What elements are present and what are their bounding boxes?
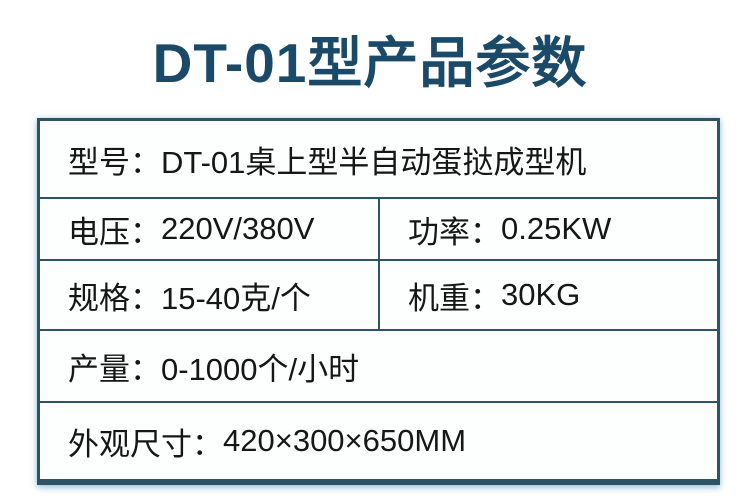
spec-value: 15-40克/个: [161, 280, 311, 316]
dimensions-label: 外观尺寸：: [68, 426, 223, 462]
output-label: 产量：: [68, 351, 161, 387]
table-row-dimensions: 外观尺寸： 420×300×650MM: [40, 401, 717, 479]
output-cell: 产量： 0-1000个/小时: [40, 331, 717, 401]
model-cell: 型号： DT-01桌上型半自动蛋挞成型机: [40, 121, 717, 197]
table-row-output: 产量： 0-1000个/小时: [40, 329, 717, 401]
voltage-label: 电压：: [68, 214, 161, 250]
power-value: 0.25KW: [501, 211, 612, 246]
weight-label: 机重：: [408, 280, 501, 316]
power-cell: 功率： 0.25KW: [378, 199, 717, 259]
output-value: 0-1000个/小时: [161, 351, 360, 387]
product-spec-table: 型号： DT-01桌上型半自动蛋挞成型机 电压： 220V/380V 功率： 0…: [37, 118, 720, 485]
table-row-spec-weight: 规格： 15-40克/个 机重： 30KG: [40, 259, 717, 329]
model-label: 型号：: [68, 144, 161, 180]
dimensions-value: 420×300×650MM: [223, 423, 467, 458]
spec-label: 规格：: [68, 280, 161, 316]
page-title: DT-01型产品参数: [152, 32, 588, 94]
weight-cell: 机重： 30KG: [378, 261, 717, 329]
model-value: DT-01桌上型半自动蛋挞成型机: [161, 144, 587, 180]
table-row-voltage-power: 电压： 220V/380V 功率： 0.25KW: [40, 197, 717, 259]
voltage-value: 220V/380V: [161, 211, 315, 246]
weight-value: 30KG: [501, 277, 581, 312]
voltage-cell: 电压： 220V/380V: [40, 199, 378, 259]
dimensions-cell: 外观尺寸： 420×300×650MM: [40, 403, 717, 479]
power-label: 功率：: [408, 214, 501, 250]
table-row-model: 型号： DT-01桌上型半自动蛋挞成型机: [40, 121, 717, 197]
spec-cell: 规格： 15-40克/个: [40, 261, 378, 329]
